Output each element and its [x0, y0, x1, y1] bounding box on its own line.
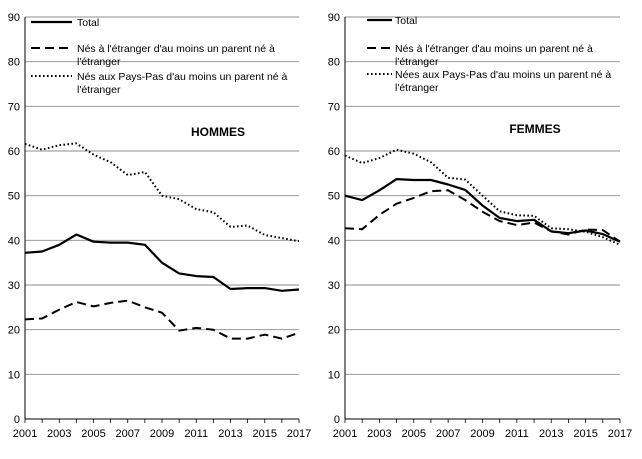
- legend-label: Nés à l'étranger d'au moins un parent né…: [77, 43, 275, 68]
- y-tick-label: 90: [8, 12, 20, 24]
- legend-label: Total: [395, 15, 417, 27]
- x-tick-label: 2017: [287, 428, 311, 440]
- x-tick-label: 2009: [150, 428, 174, 440]
- series-line-solid: [344, 178, 621, 243]
- y-tick-label: 30: [328, 280, 340, 292]
- y-tick-label: 50: [8, 191, 20, 203]
- series-line-solid: [24, 233, 300, 292]
- y-tick-label: 80: [8, 57, 20, 69]
- y-tick-label: 50: [328, 191, 340, 203]
- x-tick-label: 2015: [253, 428, 277, 440]
- series-line-dotted: [344, 148, 621, 246]
- y-tick-label: 70: [8, 101, 20, 113]
- panel-title: HOMMES: [191, 125, 245, 139]
- y-tick-label: 60: [328, 146, 340, 158]
- y-tick-label: 10: [328, 369, 340, 381]
- legend-label-line: Nés à l'étranger d'au moins un parent né…: [395, 43, 593, 55]
- x-tick-label: 2005: [402, 428, 426, 440]
- x-tick-label: 2017: [608, 428, 632, 440]
- x-tick-label: 2003: [47, 428, 71, 440]
- series-line-dotted: [24, 142, 300, 243]
- y-tick-label: 0: [14, 414, 20, 426]
- legend-label-line: Total: [77, 17, 99, 29]
- x-tick-label: 2011: [184, 428, 208, 440]
- panel-femmes: 0 10 20 30 40 50 60 70 80 90 2001 2003 2005 2007 2009 2…: [328, 12, 632, 440]
- x-tick-label: 2001: [333, 428, 357, 440]
- x-tick-label: 2013: [539, 428, 563, 440]
- x-tick-label: 2003: [367, 428, 391, 440]
- y-tick-label: 40: [8, 235, 20, 247]
- y-tick-label: 30: [8, 280, 20, 292]
- legend-label-line: l'étranger: [77, 56, 121, 68]
- x-tick-label: 2013: [218, 428, 242, 440]
- panel-title: FEMMES: [509, 122, 560, 136]
- legend-label-line: Total: [395, 15, 417, 27]
- x-tick-label: 2009: [470, 428, 494, 440]
- y-tick-label: 60: [8, 146, 20, 158]
- x-tick-label: 2011: [505, 428, 529, 440]
- legend-label: Nées aux Pays-Pas d'au moins un parent n…: [395, 69, 611, 94]
- y-tick-label: 0: [334, 414, 340, 426]
- x-tick-label: 2015: [573, 428, 597, 440]
- series-line-dashed: [24, 299, 300, 340]
- x-tick-label: 2005: [81, 428, 105, 440]
- y-tick-label: 20: [8, 325, 20, 337]
- series-line-dashed: [344, 189, 621, 243]
- y-tick-label: 10: [8, 369, 20, 381]
- x-tick-label: 2007: [116, 428, 140, 440]
- legend-label-line: l'étranger: [395, 82, 439, 94]
- legend-label-line: l'étranger: [77, 84, 121, 96]
- legend-label-line: l'étranger: [395, 56, 439, 68]
- panel-hommes: 0 10 20 30 40 50 60 70 80 90 2001 2003 2005 2007 2009 2…: [8, 12, 311, 440]
- y-tick-label: 40: [328, 235, 340, 247]
- x-tick-label: 2007: [436, 428, 460, 440]
- y-tick-label: 20: [328, 325, 340, 337]
- legend-label-line: Nés à l'étranger d'au moins un parent né…: [77, 43, 275, 55]
- legend-label: Nés aux Pays-Pas d'au moins un parent né…: [77, 71, 288, 96]
- legend-label: Total: [77, 17, 99, 29]
- y-tick-label: 70: [328, 101, 340, 113]
- legend-label-line: Nés aux Pays-Pas d'au moins un parent né…: [77, 71, 288, 83]
- x-tick-label: 2001: [13, 428, 37, 440]
- y-tick-label: 90: [328, 12, 340, 24]
- legend-label-line: Nées aux Pays-Pas d'au moins un parent n…: [395, 69, 611, 81]
- y-tick-label: 80: [328, 57, 340, 69]
- legend-label: Nés à l'étranger d'au moins un parent né…: [395, 43, 593, 68]
